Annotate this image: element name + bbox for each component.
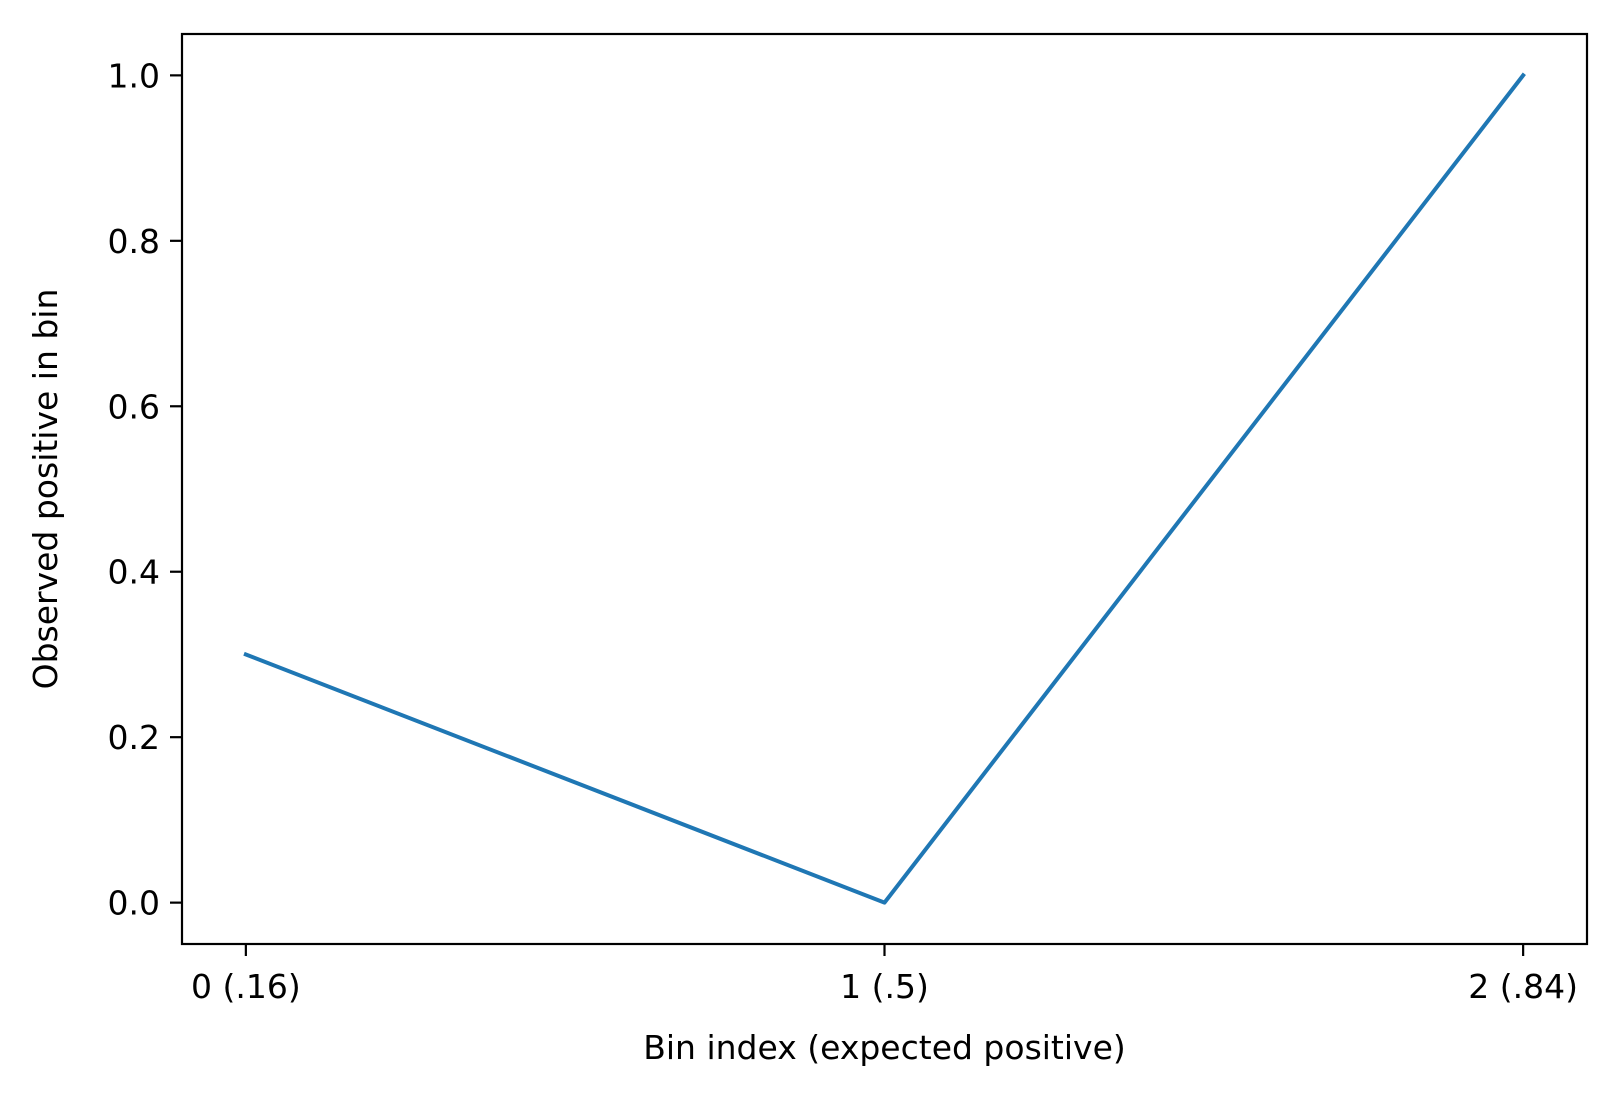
x-tick-label: 1 (.5)	[840, 967, 929, 1006]
series-line	[243, 72, 1526, 905]
y-tick-label: 0.6	[108, 387, 160, 426]
plot-frame	[180, 32, 1589, 946]
y-tick-label: 0.8	[108, 222, 160, 261]
y-tick-label: 0.4	[108, 553, 160, 592]
plot-area	[182, 34, 1587, 944]
y-axis-ticks: 0.0 0.2 0.4 0.6 0.8 1.0	[108, 56, 182, 923]
y-tick-label: 0.0	[108, 884, 160, 923]
x-axis-ticks: 0 (.16) 1 (.5) 2 (.84)	[191, 944, 1578, 1006]
series-layer	[243, 72, 1526, 905]
y-tick-label: 0.2	[108, 718, 160, 757]
y-tick-label: 1.0	[108, 56, 160, 95]
x-axis-label: Bin index (expected positive)	[643, 1028, 1126, 1067]
x-tick-label: 2 (.84)	[1468, 967, 1578, 1006]
y-axis-label: Observed positive in bin	[26, 289, 65, 690]
x-tick-label: 0 (.16)	[191, 967, 301, 1006]
